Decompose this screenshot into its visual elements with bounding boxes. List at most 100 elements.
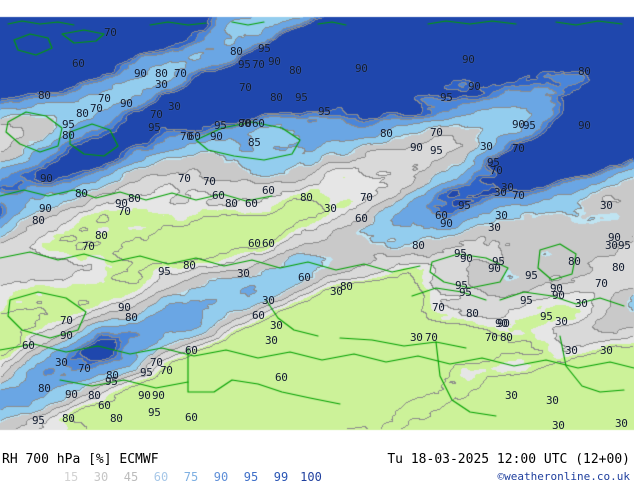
contour-label: 80 — [155, 67, 168, 80]
contour-label: 60 — [275, 371, 288, 384]
contour-label: 90 — [355, 62, 368, 75]
contour-label: 80 — [62, 412, 75, 425]
contour-label: 95 — [540, 310, 553, 323]
legend-tick-15: 15 — [63, 470, 79, 484]
contour-label: 80 — [238, 117, 251, 130]
contour-label: 95 — [459, 286, 472, 299]
contour-label: 90 — [152, 389, 165, 402]
contour-label: 30 — [600, 199, 613, 212]
contour-label: 80 — [75, 187, 88, 200]
legend-tick-95: 95 — [243, 470, 259, 484]
contour-label: 60 — [355, 212, 368, 225]
contour-label: 80 — [466, 307, 479, 320]
contour-label: 90 — [552, 289, 565, 302]
contour-label: 90 — [40, 172, 53, 185]
contour-label: 70 — [595, 277, 608, 290]
contour-label: 60 — [245, 197, 258, 210]
legend-tick-45: 45 — [123, 470, 139, 484]
contour-label: 30 — [168, 100, 181, 113]
contour-label: 80 — [110, 412, 123, 425]
contour-label: 90 — [497, 317, 510, 330]
contour-label: 80 — [38, 89, 51, 102]
contour-label: 70 — [252, 58, 265, 71]
contour-label: 85 — [248, 136, 261, 149]
contour-label: 70 — [512, 189, 525, 202]
relative-humidity-raster[interactable] — [0, 0, 634, 432]
contour-label: 70 — [490, 164, 503, 177]
contour-label: 60 — [188, 130, 201, 143]
contour-label: 80 — [106, 369, 119, 382]
contour-label: 30 — [552, 419, 565, 432]
contour-label: 80 — [500, 331, 513, 344]
contour-label: 80 — [270, 91, 283, 104]
legend-tick-90: 90 — [213, 470, 229, 484]
legend-tick-60: 60 — [153, 470, 169, 484]
contour-label: 90 — [410, 141, 423, 154]
contour-label: 90 — [118, 301, 131, 314]
contour-label: 80 — [380, 127, 393, 140]
contour-label: 30 — [488, 221, 501, 234]
contour-label: 70 — [150, 356, 163, 369]
contour-label: 70 — [104, 26, 117, 39]
contour-label: 60 — [248, 237, 261, 250]
contour-label: 95 — [318, 105, 331, 118]
contour-label: 95 — [148, 121, 161, 134]
contour-label: 30 — [237, 267, 250, 280]
contour-label: 80 — [32, 214, 45, 227]
contour-label: 95 — [440, 91, 453, 104]
contour-label: 30 — [480, 140, 493, 153]
legend-tick-30: 30 — [93, 470, 109, 484]
footer-bar: RH 700 hPa [%] ECMWF Tu 18-03-2025 12:00… — [0, 432, 634, 490]
contour-label: 60 — [185, 344, 198, 357]
contour-label: 95 — [214, 119, 227, 132]
contour-label: 95 — [520, 294, 533, 307]
contour-label: 90 — [550, 282, 563, 295]
contour-label: 90 — [468, 80, 481, 93]
contour-label: 70 — [78, 362, 91, 375]
contour-label: 95 — [105, 375, 118, 388]
contour-label: 60 — [98, 399, 111, 412]
contour-label: 30 — [155, 78, 168, 91]
contour-label: 90 — [39, 202, 52, 215]
contour-label: 70 — [512, 142, 525, 155]
contour-label: 30 — [546, 394, 559, 407]
map-area[interactable]: 70 80 95 95 70 90 80 90 90 80 60 90 80 70 30 80 70 90 30 70… — [0, 0, 634, 432]
contour-label: 80 — [230, 45, 243, 58]
contour-label: 95 — [523, 119, 536, 132]
contour-label: 30 — [55, 356, 68, 369]
contour-label: 80 — [300, 191, 313, 204]
contour-label: 60 — [435, 209, 448, 222]
contour-label: 95 — [140, 366, 153, 379]
contour-label: 95 — [525, 269, 538, 282]
contour-label: 80 — [183, 259, 196, 272]
product-title: RH 700 hPa [%] ECMWF — [2, 452, 159, 467]
contour-label: 70 — [160, 364, 173, 377]
contour-label: 60 — [252, 117, 265, 130]
contour-label: 95 — [158, 265, 171, 278]
contour-label: 80 — [62, 129, 75, 142]
contour-label: 90 — [120, 97, 133, 110]
contour-label: 80 — [340, 280, 353, 293]
contour-label: 95 — [148, 406, 161, 419]
contour-label: 70 — [82, 240, 95, 253]
contour-label: 30 — [495, 209, 508, 222]
contour-label: 60 — [22, 339, 35, 352]
contour-label: 60 — [185, 411, 198, 424]
contour-label: 70 — [432, 301, 445, 314]
contour-label: 60 — [212, 189, 225, 202]
contour-label: 95 — [258, 42, 271, 55]
contour-label: 30 — [270, 319, 283, 332]
contour-label: 90 — [488, 262, 501, 275]
contour-label: 70 — [180, 130, 193, 143]
contour-label: 95 — [458, 199, 471, 212]
contour-label: 90 — [268, 55, 281, 68]
legend-tick-100: 100 — [300, 470, 322, 484]
contour-label: 60 — [262, 237, 275, 250]
contour-label: 80 — [95, 229, 108, 242]
contour-label: 70 — [150, 108, 163, 121]
contour-label: 80 — [38, 382, 51, 395]
contour-label: 90 — [460, 252, 473, 265]
contour-label: 70 — [203, 175, 216, 188]
contour-label: 60 — [252, 309, 265, 322]
contour-label: 30 — [565, 344, 578, 357]
